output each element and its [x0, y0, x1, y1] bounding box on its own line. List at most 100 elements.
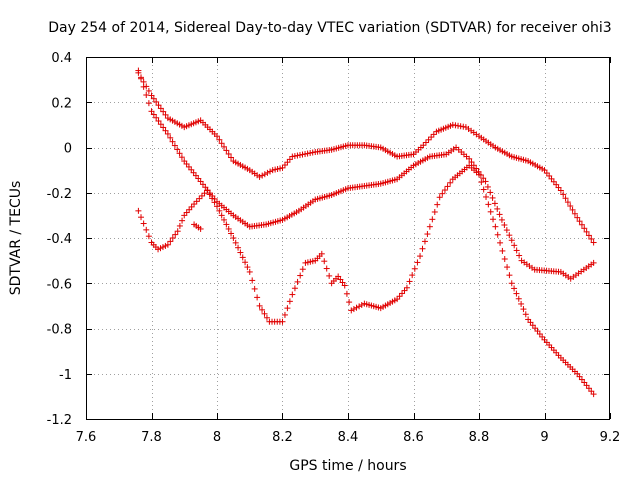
x-tick-label: 8.2	[272, 430, 293, 445]
data-point	[307, 150, 314, 157]
data-point	[520, 306, 527, 313]
data-point	[585, 232, 592, 239]
data-point	[254, 294, 261, 301]
data-point	[267, 168, 274, 175]
data-point	[483, 193, 490, 200]
data-point	[191, 201, 198, 208]
data-point	[569, 206, 576, 213]
data-point	[214, 203, 220, 210]
data-point	[309, 149, 316, 156]
data-point	[350, 306, 357, 313]
data-point	[228, 154, 235, 161]
data-point	[294, 278, 301, 285]
data-point	[153, 114, 160, 121]
data-point	[444, 183, 451, 190]
data-point	[242, 259, 249, 266]
data-point	[581, 225, 588, 232]
data-point	[508, 237, 515, 244]
data-point	[494, 205, 501, 212]
data-point	[341, 282, 348, 289]
y-tick-label: -0.4	[47, 232, 72, 247]
data-point	[441, 187, 448, 194]
data-point	[498, 216, 505, 223]
data-point	[261, 171, 268, 178]
data-point	[356, 303, 363, 310]
data-point	[513, 290, 520, 297]
data-point	[522, 311, 529, 318]
data-point	[485, 201, 492, 208]
data-point	[339, 279, 346, 286]
x-tick-label: 8	[213, 430, 221, 445]
data-point	[513, 247, 520, 254]
data-point	[157, 105, 164, 112]
data-point	[291, 285, 298, 292]
data-point	[431, 208, 438, 215]
x-tick-label: 8.8	[469, 430, 490, 445]
data-point	[251, 285, 258, 292]
data-point	[259, 172, 266, 179]
x-tick-label: 8.6	[403, 430, 424, 445]
data-point	[263, 314, 270, 321]
data-point	[421, 238, 428, 245]
data-point	[484, 183, 491, 190]
plot-frame	[86, 57, 610, 420]
data-point	[140, 83, 147, 90]
data-point	[590, 391, 597, 398]
data-point	[138, 214, 145, 221]
data-point	[206, 191, 213, 198]
x-tick-label: 7.8	[141, 430, 162, 445]
data-point	[143, 92, 150, 99]
data-point	[511, 285, 518, 292]
data-point	[497, 239, 504, 246]
data-point	[167, 134, 174, 141]
data-point	[487, 189, 494, 196]
data-point	[232, 239, 239, 246]
data-point	[326, 272, 333, 279]
data-point	[145, 100, 152, 107]
data-point	[294, 152, 301, 159]
data-point	[281, 311, 288, 318]
data-point	[223, 221, 230, 228]
data-point	[358, 301, 365, 308]
data-point	[148, 92, 155, 99]
data-point	[244, 264, 251, 271]
data-point	[515, 295, 522, 302]
data-point	[590, 239, 597, 246]
data-point	[430, 131, 437, 138]
data-point	[172, 231, 179, 238]
data-point	[216, 136, 223, 143]
data-point	[490, 216, 497, 223]
data-point	[225, 150, 232, 157]
y-tick-label: -0.8	[47, 323, 72, 338]
data-point	[174, 228, 181, 235]
data-point	[176, 222, 183, 229]
data-point	[501, 256, 508, 263]
y-tick-label: 0.2	[51, 96, 72, 111]
data-point	[201, 190, 208, 197]
data-point	[279, 318, 286, 325]
data-point	[256, 302, 263, 309]
data-point	[289, 153, 296, 160]
data-point	[218, 212, 225, 219]
data-point	[204, 187, 211, 194]
data-point	[425, 136, 432, 143]
data-point	[209, 195, 216, 202]
data-point	[422, 139, 429, 146]
data-point	[179, 217, 186, 224]
data-point	[503, 227, 510, 234]
data-point	[476, 171, 482, 178]
data-point	[337, 276, 344, 283]
y-tick-label: -1	[59, 368, 72, 383]
x-tick-label: 9.2	[600, 430, 621, 445]
data-point	[511, 242, 518, 249]
data-point	[135, 67, 142, 74]
data-point	[162, 111, 169, 118]
data-point	[221, 216, 228, 223]
y-axis-label: SDTVAR / TECUs	[8, 181, 24, 296]
data-point	[428, 134, 435, 141]
data-point	[420, 142, 427, 149]
data-point	[506, 232, 513, 239]
data-point	[160, 108, 167, 115]
data-point	[299, 151, 306, 158]
data-point	[153, 98, 160, 105]
